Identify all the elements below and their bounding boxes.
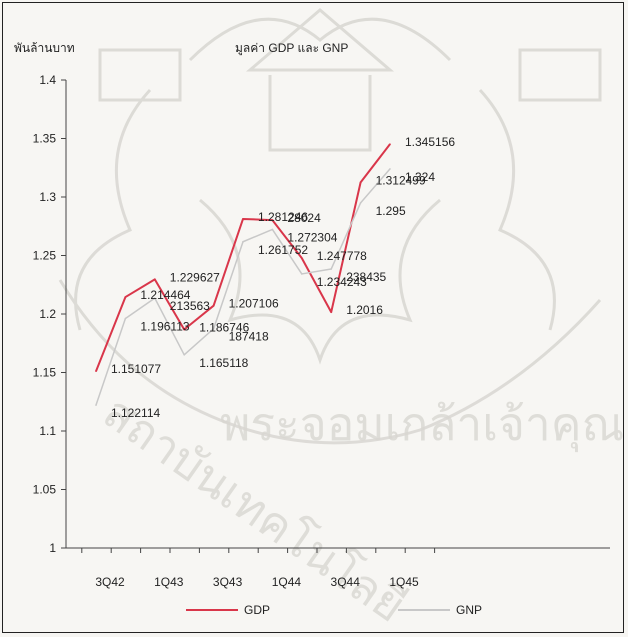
data-label-gnp: 1.196113 [140,320,189,334]
series-lines [95,143,391,406]
data-labels: 1.151077 1.214464 1.229627 1.186746 1.207106… [111,135,455,420]
y-axis-ticks: 1 1.05 1.1 1.15 1.2 1.25 1.3 1.35 1.4 [33,73,66,555]
data-point-gdp [183,328,185,331]
x-tick-label: 1Q44 [272,575,302,589]
data-label-gdp: 1.312499 [376,173,426,187]
data-label-gdp: 1.247778 [317,249,367,263]
data-point-gdp [212,304,215,307]
legend-label-gdp: GDP [244,603,270,617]
legend: GDP GNP [186,603,482,617]
data-label-gnp: 187418 [229,330,269,344]
data-point-gdp [154,278,156,281]
y-tick-label: 1.25 [33,249,57,263]
data-point-gnp [212,327,215,330]
data-point-gnp [95,404,97,406]
data-point-gnp [389,168,391,170]
data-point-gnp [154,297,156,299]
y-axis-title: พันล้านบาท [14,41,75,55]
y-tick-label: 1.15 [33,366,57,380]
data-label-gnp: 1.165118 [199,356,248,370]
data-point-gdp [389,143,391,145]
data-label-gdp: 1.345156 [405,135,455,149]
data-label-gnp: 213563 [170,299,210,313]
axes [65,80,610,549]
data-label-gnp: 1.295 [376,204,406,218]
watermark-text-bottom: พระจอมเกล้าเจ้าคุณ [220,397,624,453]
data-point-gnp [183,354,185,356]
chart-title: มูลค่า GDP และ GNP [235,41,348,56]
y-tick-label: 1.3 [39,190,56,204]
x-tick-label: 3Q44 [331,575,361,589]
data-label-gnp: 1.272304 [287,230,337,244]
x-axis-ticks: 3Q42 1Q43 3Q43 1Q44 3Q44 1Q45 [81,548,436,589]
data-label-gdp: 1.214464 [140,288,190,302]
y-tick-label: 1.05 [33,483,57,497]
x-tick-label: 3Q42 [95,575,125,589]
data-label-gdp: 1.151077 [111,362,161,376]
y-tick-label: 1.2 [39,307,56,321]
data-point-gnp [301,273,303,275]
data-point-gnp [242,240,244,243]
data-label-gnp: 1.122114 [111,406,160,420]
x-tick-label: 1Q43 [154,575,184,589]
data-point-gnp [359,202,362,204]
data-point-gdp [301,257,303,259]
x-tick-label: 1Q45 [389,575,419,589]
y-tick-label: 1.1 [39,424,56,438]
data-point-gnp [271,228,274,231]
y-tick-label: 1 [49,541,56,555]
data-label-gdp: 1.186746 [199,321,249,335]
data-label-gnp: 1.324 [405,170,435,184]
data-point-gdp [124,296,127,298]
data-label-gdp: 28024 [287,211,321,225]
data-point-gdp [359,181,362,184]
legend-label-gnp: GNP [456,603,482,617]
data-label-gdp: 1.281246 [258,210,308,224]
data-label-gdp: 1.229627 [170,270,220,284]
x-tick-label: 3Q43 [213,575,243,589]
data-point-gnp [124,317,127,320]
data-point-gdp [330,311,333,313]
data-label-gdp: 1.207106 [229,297,279,311]
y-tick-label: 1.4 [39,73,56,87]
data-label-gnp: 1.234243 [317,275,367,289]
y-tick-label: 1.35 [33,132,57,146]
data-label-gnp: 238435 [346,270,386,284]
data-point-gdp [242,218,244,220]
data-label-gdp: 1.2016 [346,303,383,317]
data-label-gnp: 1.261752 [258,243,308,257]
data-point-gnp [330,268,333,270]
data-point-gdp [271,219,274,221]
data-point-gdp [95,370,97,373]
